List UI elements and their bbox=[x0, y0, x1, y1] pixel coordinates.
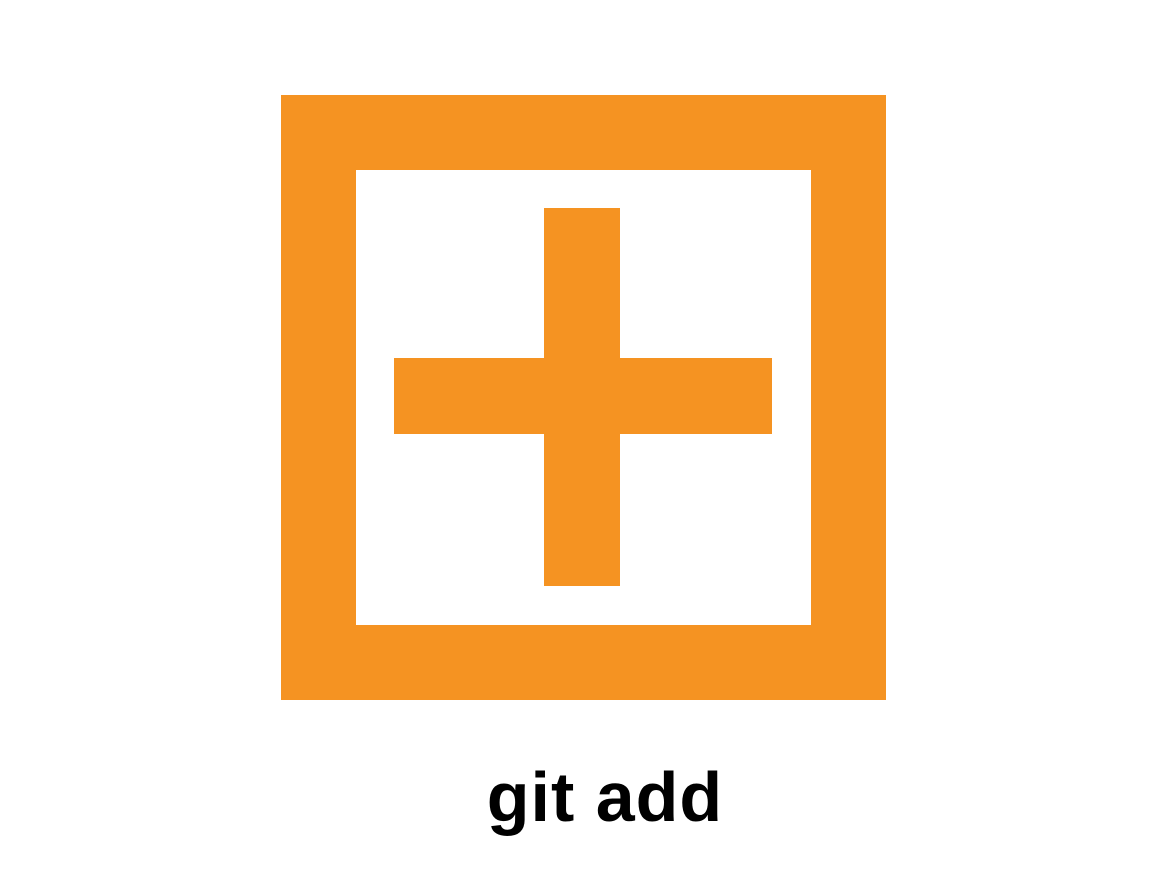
caption-label: git add bbox=[486, 758, 724, 836]
plus-horizontal-bar bbox=[394, 358, 772, 434]
add-icon-inner-box bbox=[356, 170, 811, 625]
add-icon bbox=[281, 95, 886, 700]
